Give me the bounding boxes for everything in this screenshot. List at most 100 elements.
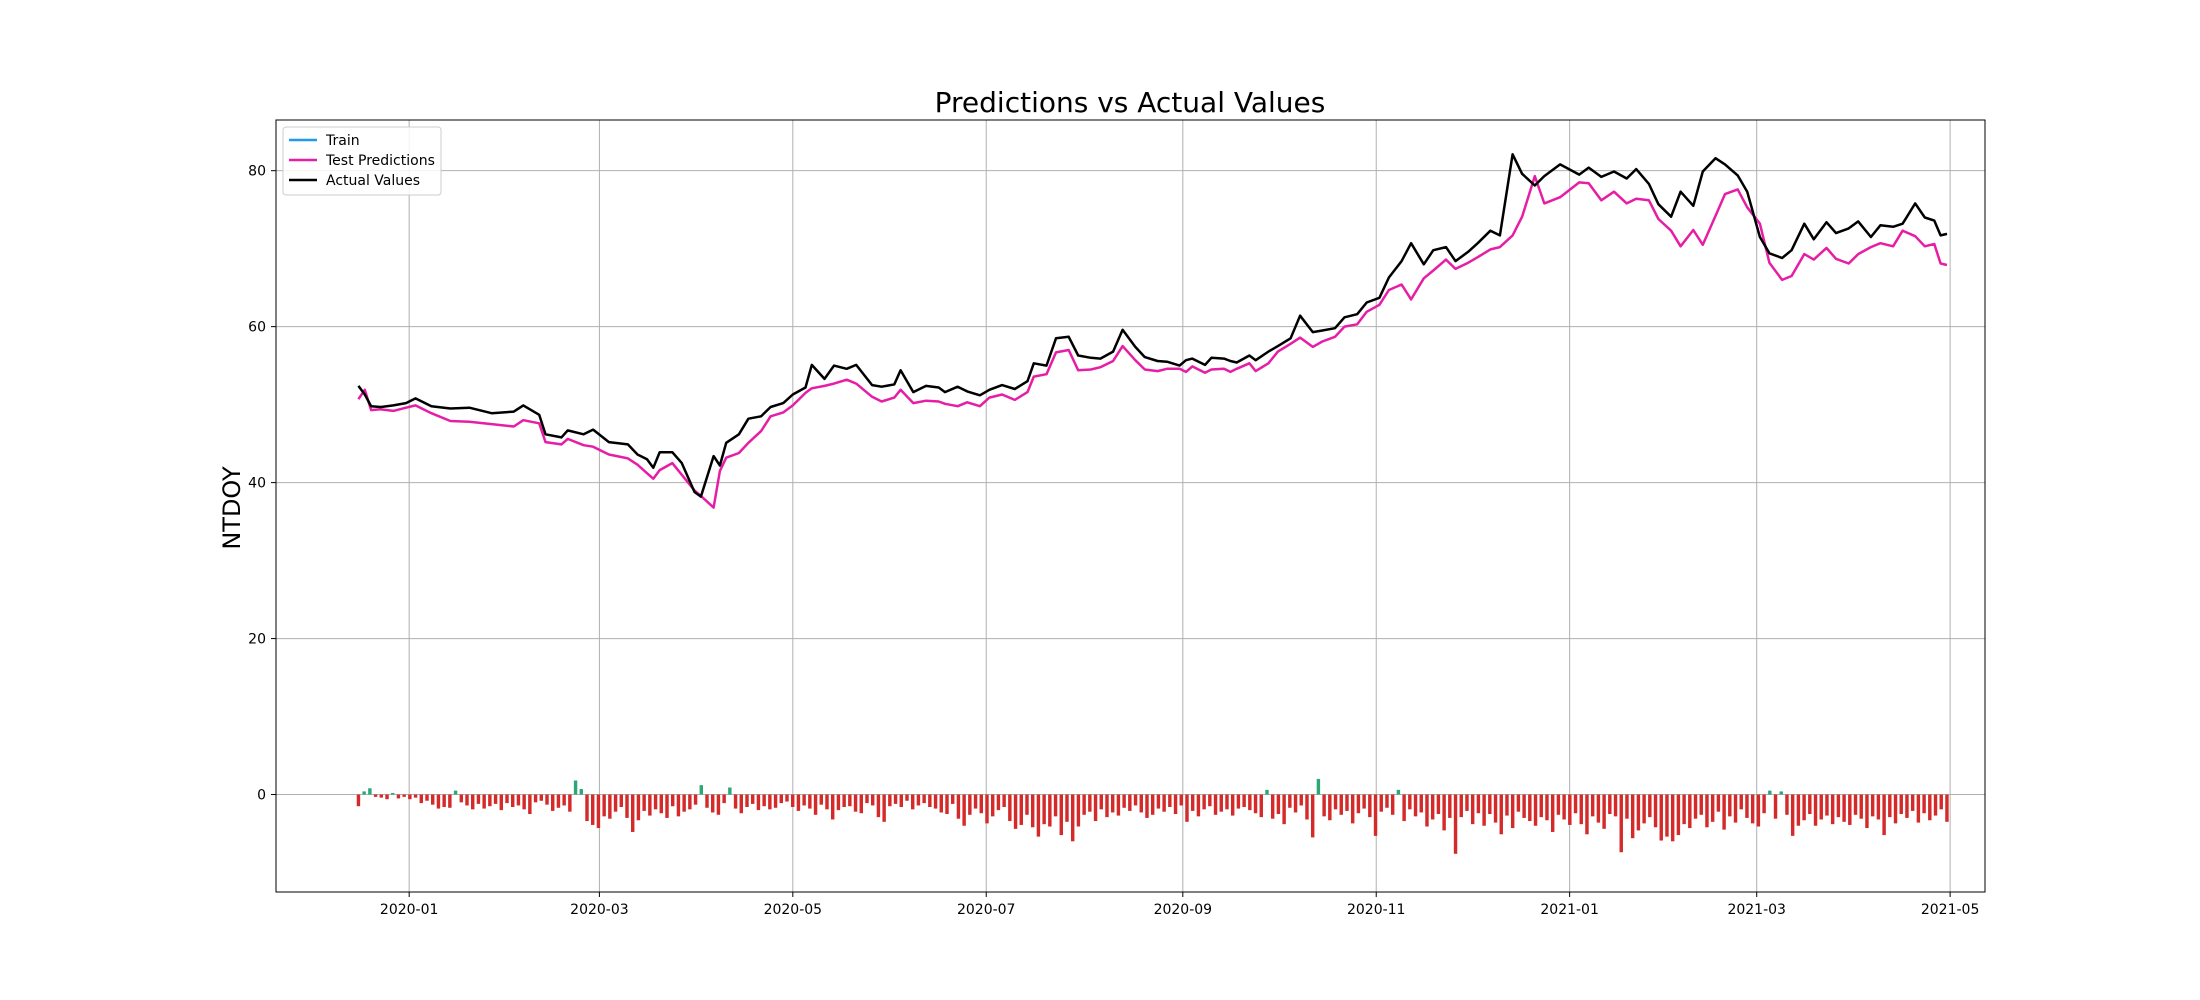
residual-bars bbox=[356, 778, 1949, 854]
legend: Train Test Predictions Actual Values bbox=[282, 126, 442, 196]
residual-bar bbox=[1608, 794, 1612, 815]
residual-bar bbox=[596, 794, 601, 829]
residual-bar bbox=[1339, 794, 1343, 815]
residual-bar bbox=[1088, 794, 1092, 812]
residual-bar bbox=[1385, 794, 1389, 808]
residual-bar bbox=[1430, 794, 1435, 820]
residual-bar bbox=[1745, 794, 1749, 818]
residual-bar bbox=[876, 794, 881, 818]
residual-bar bbox=[1825, 794, 1829, 816]
residual-bar bbox=[1556, 794, 1561, 815]
residual-bar bbox=[1333, 794, 1338, 810]
legend-label: Actual Values bbox=[326, 173, 420, 189]
residual-bar bbox=[859, 794, 863, 814]
residual-bar bbox=[785, 794, 789, 802]
y-tick-label: 40 bbox=[248, 476, 266, 492]
residual-bar bbox=[1379, 794, 1383, 812]
y-tick-label: 20 bbox=[248, 632, 266, 648]
residual-bar bbox=[1882, 794, 1886, 836]
residual-bar bbox=[1842, 794, 1846, 822]
residual-bar bbox=[1413, 794, 1418, 817]
residual-bar bbox=[1236, 794, 1241, 809]
residual-bar bbox=[710, 794, 715, 813]
residual-bar bbox=[1722, 794, 1726, 830]
residual-bar bbox=[1442, 794, 1446, 831]
residual-bar bbox=[1545, 794, 1549, 821]
legend-box bbox=[282, 126, 442, 196]
residual-bar bbox=[1813, 794, 1818, 826]
residual-bar bbox=[1322, 794, 1326, 817]
residual-bar bbox=[985, 794, 989, 824]
residual-bar bbox=[1116, 794, 1121, 816]
residual-bar bbox=[1636, 794, 1641, 831]
residual-bar bbox=[853, 794, 858, 812]
residual-bar bbox=[922, 794, 926, 804]
residual-bar bbox=[745, 794, 749, 808]
residual-bar bbox=[1156, 794, 1161, 809]
residual-bar bbox=[1179, 794, 1183, 806]
residual-bar bbox=[1699, 794, 1703, 815]
residual-bar bbox=[1059, 794, 1063, 836]
residual-bar bbox=[1910, 794, 1915, 811]
residual-bar bbox=[1596, 794, 1601, 823]
residual-bar bbox=[1642, 794, 1646, 824]
residual-bar bbox=[1739, 794, 1743, 810]
residual-bar bbox=[1048, 794, 1052, 827]
residual-bar bbox=[699, 785, 703, 795]
residual-bar bbox=[1425, 794, 1429, 827]
residual-bar bbox=[962, 794, 966, 826]
series-line-actual-values bbox=[357, 153, 1948, 498]
residual-bar bbox=[385, 794, 389, 800]
residual-bar bbox=[356, 794, 361, 807]
residual-bar bbox=[1328, 794, 1332, 821]
residual-bar bbox=[1373, 794, 1378, 836]
residual-bar bbox=[905, 794, 909, 801]
residual-bar bbox=[1585, 794, 1589, 835]
residual-bar bbox=[442, 794, 446, 808]
residual-bar bbox=[1408, 794, 1412, 810]
residual-bar bbox=[939, 794, 943, 813]
residual-bar bbox=[1779, 791, 1783, 795]
residual-bar bbox=[1350, 794, 1355, 824]
residual-bar bbox=[1939, 794, 1943, 810]
residual-bar bbox=[1922, 794, 1926, 814]
residual-bar bbox=[1579, 794, 1583, 825]
residual-bar bbox=[1928, 794, 1932, 821]
residual-bar bbox=[1070, 794, 1075, 842]
residual-bar bbox=[1042, 794, 1046, 825]
residual-bar bbox=[1659, 794, 1663, 841]
residual-bar bbox=[1522, 794, 1526, 818]
residual-bar bbox=[779, 794, 783, 804]
residual-bar bbox=[1093, 794, 1098, 822]
residual-bar bbox=[670, 794, 675, 807]
residual-bar bbox=[802, 794, 806, 806]
residual-bar bbox=[1688, 794, 1692, 829]
residual-bar bbox=[1499, 794, 1503, 835]
residual-bar bbox=[848, 794, 852, 807]
residual-bar bbox=[568, 794, 572, 812]
residual-bar bbox=[1225, 794, 1229, 810]
legend-label: Train bbox=[325, 133, 360, 149]
residual-bar bbox=[1185, 794, 1189, 822]
residual-bar bbox=[511, 794, 515, 808]
residual-bar bbox=[1025, 794, 1029, 815]
residual-bar bbox=[1282, 794, 1286, 825]
residual-bar bbox=[482, 794, 486, 809]
residual-bar bbox=[750, 794, 755, 804]
residual-bar bbox=[1368, 794, 1372, 818]
residual-bar bbox=[1099, 794, 1103, 810]
residual-bar bbox=[573, 780, 578, 795]
residual-bar bbox=[619, 794, 623, 808]
residual-bar bbox=[1110, 794, 1115, 813]
residual-bar bbox=[591, 794, 595, 825]
y-tick-label: 60 bbox=[248, 320, 266, 336]
residual-bar bbox=[1168, 794, 1172, 808]
legend-label: Test Predictions bbox=[325, 153, 435, 169]
residual-bar bbox=[1128, 794, 1132, 811]
residual-bar bbox=[579, 789, 584, 795]
residual-bar bbox=[1819, 794, 1823, 820]
residual-bar bbox=[396, 794, 401, 799]
residual-bar bbox=[1573, 794, 1578, 814]
residual-bar bbox=[1276, 794, 1281, 815]
residual-bar bbox=[408, 794, 412, 800]
